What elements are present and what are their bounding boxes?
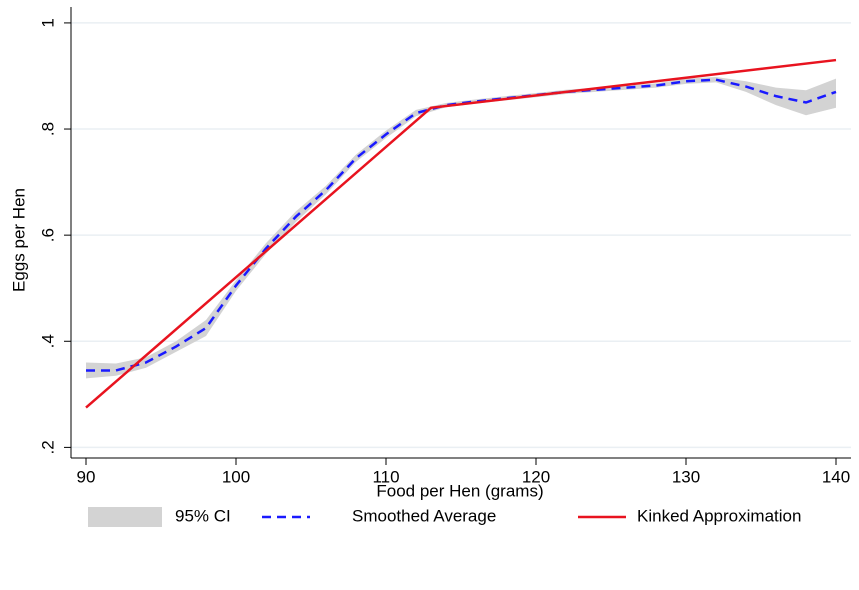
x-tick-label: 110 bbox=[372, 467, 399, 486]
legend-label: Smoothed Average bbox=[352, 506, 496, 525]
y-tick-label: 1 bbox=[38, 18, 57, 27]
y-axis-title: Eggs per Hen bbox=[9, 188, 28, 292]
y-tick-label: .4 bbox=[38, 334, 57, 348]
x-tick-label: 130 bbox=[672, 467, 700, 486]
y-tick-label: .2 bbox=[38, 440, 57, 454]
x-tick-label: 140 bbox=[822, 467, 850, 486]
y-tick-label: .8 bbox=[38, 122, 57, 136]
x-tick-label: 90 bbox=[77, 467, 96, 486]
legend-swatch bbox=[88, 507, 162, 527]
series-line bbox=[85, 58, 837, 409]
y-tick-label: .6 bbox=[38, 228, 57, 242]
x-tick-label: 100 bbox=[222, 467, 250, 486]
legend-label: Kinked Approximation bbox=[637, 506, 801, 525]
x-tick-label: 120 bbox=[522, 467, 550, 486]
legend-label: 95% CI bbox=[175, 506, 231, 525]
x-axis-title: Food per Hen (grams) bbox=[376, 481, 543, 500]
series-line bbox=[86, 78, 837, 372]
